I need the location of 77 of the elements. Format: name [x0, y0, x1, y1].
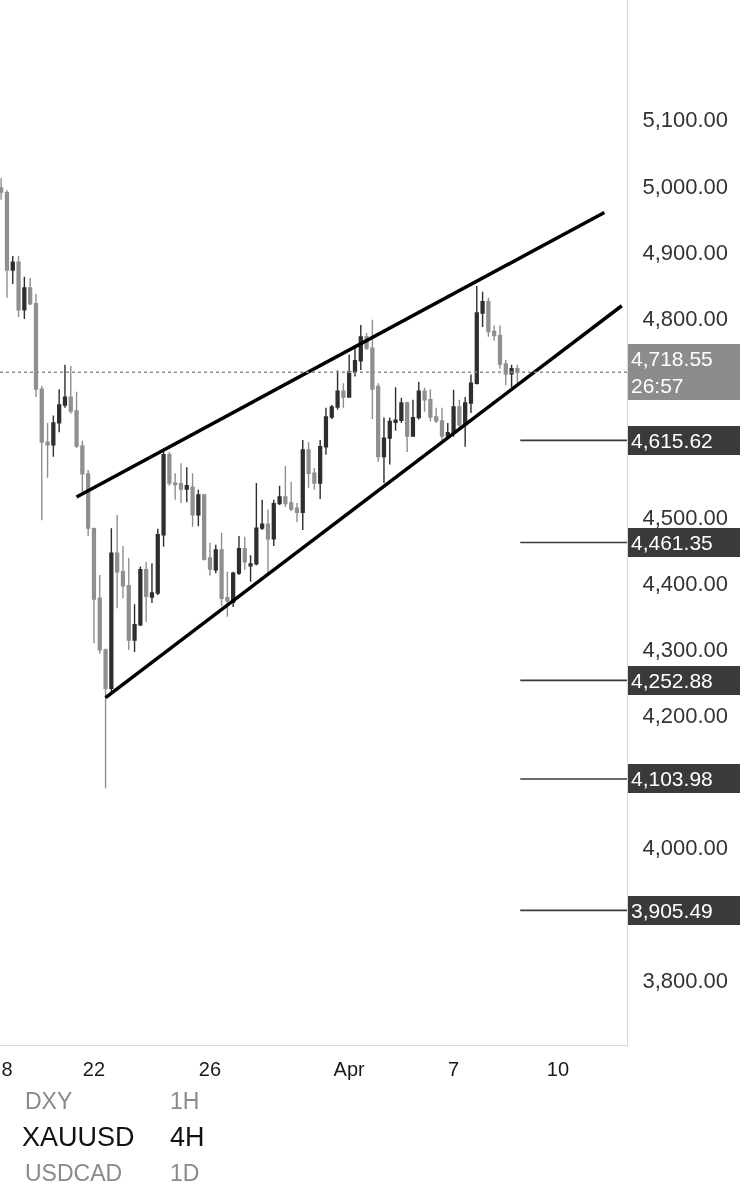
candlestick [341, 382, 346, 409]
candlestick [196, 489, 201, 527]
candlestick [242, 536, 247, 571]
candlestick [434, 406, 439, 424]
candlestick [439, 406, 445, 441]
candlestick [416, 381, 421, 421]
text: 1H [170, 1088, 200, 1114]
candlestick [173, 472, 178, 501]
x-tick-label: 7 [448, 1058, 460, 1080]
x-tick-label: 26 [198, 1058, 222, 1080]
candlestick [28, 277, 33, 306]
ref-line-label: 4,461.35 [631, 531, 713, 554]
ref-line-label: 4,252.88 [631, 669, 713, 692]
candlestick [51, 414, 56, 458]
candlestick [352, 346, 358, 378]
candlestick [376, 382, 381, 463]
candlestick [0, 177, 4, 201]
candlestick [184, 466, 189, 504]
y-tick-label: 4,000.00 [642, 835, 729, 861]
y-tick-label: 4,900.00 [642, 239, 729, 265]
candlestick [62, 363, 68, 409]
candlestick [213, 543, 218, 574]
y-tick-label: 5,000.00 [642, 173, 729, 199]
candlestick [381, 416, 387, 484]
candlestick [4, 189, 10, 299]
candlestick [202, 493, 207, 562]
candlestick [265, 508, 271, 574]
candlestick [91, 526, 97, 644]
candlestick [16, 255, 21, 318]
candlestick [115, 514, 120, 609]
ref-line-label: 4,615.62 [631, 429, 713, 452]
candlestick [57, 388, 62, 433]
candlestick [289, 481, 294, 512]
candlestick [463, 396, 468, 448]
text: DXY [25, 1088, 73, 1114]
candlestick [120, 545, 126, 599]
candlestick [149, 562, 155, 604]
candlestick [126, 557, 131, 651]
text: XAUUSD [22, 1122, 135, 1152]
candlestick [190, 472, 195, 528]
candlestick [294, 502, 300, 523]
candlestick [86, 469, 91, 537]
candlestick [468, 373, 474, 414]
candlestick [405, 401, 410, 453]
y-tick-label: 5,100.00 [642, 107, 729, 133]
y-tick-label: 4,500.00 [642, 504, 729, 530]
candlestick [260, 498, 265, 531]
candlestick [497, 324, 503, 370]
candlestick [178, 462, 184, 504]
candlestick [347, 354, 352, 399]
x-tick-label: Apr [333, 1058, 366, 1080]
candlestick [509, 363, 514, 388]
candlestick [410, 399, 416, 438]
x-tick-label: 10 [546, 1058, 570, 1080]
text: 4H [170, 1122, 205, 1152]
candlestick [283, 465, 288, 508]
candlestick [323, 406, 329, 456]
y-tick-label: 4,400.00 [642, 570, 729, 596]
x-tick-label: 8 [1, 1058, 13, 1080]
text: USDCAD [25, 1160, 123, 1186]
y-tick-label: 4,300.00 [642, 636, 729, 662]
y-tick-label: 4,200.00 [642, 703, 729, 729]
y-tick-label: 3,800.00 [642, 967, 729, 993]
candlestick [22, 275, 27, 320]
candlestick [207, 541, 213, 577]
candlestick [236, 535, 242, 576]
ref-line-label: 4,718.55 26:57 [631, 347, 713, 398]
candlestick [300, 439, 305, 531]
y-tick-label: 4,800.00 [642, 306, 729, 332]
ref-line-label: 3,905.49 [631, 899, 713, 922]
candlestick [144, 561, 149, 623]
ref-line-label: 4,103.98 [631, 767, 713, 790]
candlestick [318, 439, 323, 500]
candlestick [10, 255, 15, 285]
candlestick [167, 451, 172, 487]
text: 1D [170, 1160, 200, 1186]
x-tick-label: 22 [82, 1058, 106, 1080]
